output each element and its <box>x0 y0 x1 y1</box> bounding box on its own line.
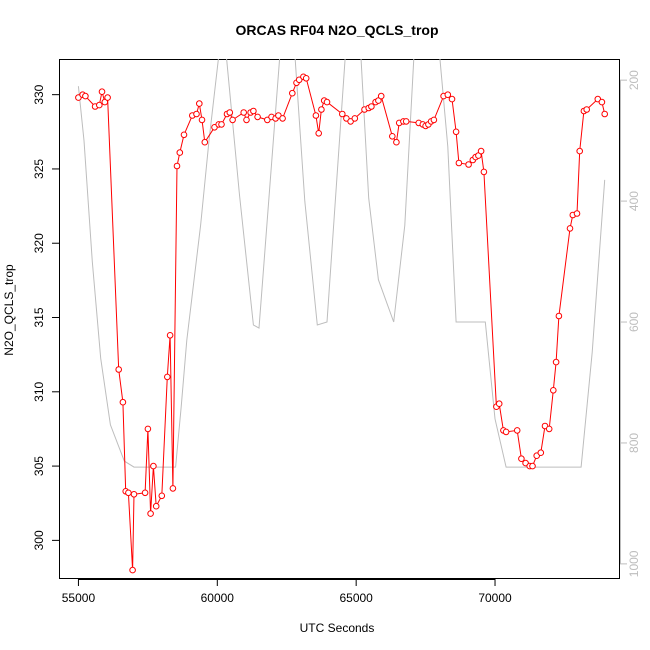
data-point <box>302 75 310 82</box>
y2-tick-label: 800 <box>627 433 641 453</box>
data-point <box>240 109 247 116</box>
data-point <box>377 92 385 100</box>
data-point <box>529 462 536 470</box>
y-tick-label: 310 <box>32 381 46 401</box>
x-tick-label: 55000 <box>62 591 96 605</box>
data-point <box>389 133 396 140</box>
data-point <box>98 88 106 95</box>
data-point <box>147 510 154 517</box>
y2-tick-label: 600 <box>627 312 641 332</box>
secondary-series <box>77 59 606 468</box>
secondary-series-line <box>77 59 606 468</box>
data-point <box>444 91 452 98</box>
x-axis: 55000 60000 65000 70000 <box>62 579 512 605</box>
data-point <box>537 449 545 457</box>
y2-tick-label: 400 <box>627 191 641 211</box>
data-point <box>393 138 400 146</box>
data-point <box>555 312 563 320</box>
data-point <box>480 168 488 176</box>
y-tick-label: 305 <box>32 456 46 476</box>
data-point <box>115 366 122 373</box>
data-point <box>279 115 286 122</box>
data-point <box>455 159 463 167</box>
data-point <box>566 225 574 232</box>
data-point <box>368 103 375 110</box>
data-point <box>250 107 257 115</box>
y-tick-label: 300 <box>32 530 46 550</box>
y-axis: 300 305 310 315 320 325 330 <box>32 84 60 550</box>
x-tick-label: 65000 <box>339 591 373 605</box>
y-axis-label: N2O_QCLS_trop <box>2 264 16 356</box>
data-point <box>201 138 209 146</box>
y-tick-label: 330 <box>32 84 46 104</box>
data-point <box>351 115 359 122</box>
data-point <box>198 116 206 124</box>
data-point <box>545 425 553 433</box>
data-point <box>513 427 521 434</box>
data-point <box>150 462 157 470</box>
data-point <box>193 110 200 118</box>
data-point <box>144 425 152 433</box>
data-point <box>173 162 181 170</box>
data-point <box>502 428 510 436</box>
y-tick-label: 325 <box>32 159 46 179</box>
primary-series-line <box>78 76 606 571</box>
x-tick-label: 60000 <box>201 591 235 605</box>
data-point <box>164 373 171 381</box>
plot-area <box>75 59 609 574</box>
data-point <box>96 101 103 109</box>
data-point <box>583 106 591 113</box>
data-point <box>169 485 177 492</box>
data-point <box>402 118 410 125</box>
data-point <box>229 116 236 124</box>
data-point <box>82 92 89 100</box>
y-tick-label: 320 <box>32 233 46 253</box>
data-point <box>323 98 331 106</box>
x-axis-label: UTC Seconds <box>300 621 375 635</box>
data-point <box>130 491 138 498</box>
data-point <box>318 106 325 113</box>
data-point <box>573 210 581 217</box>
data-point <box>430 116 438 124</box>
data-point <box>339 110 346 118</box>
y2-tick-label: 200 <box>627 70 641 90</box>
data-point <box>104 94 111 101</box>
data-point <box>550 387 557 394</box>
y2-axis: 200 400 600 800 1000 <box>620 70 641 577</box>
primary-series <box>75 73 609 574</box>
data-point <box>125 489 132 497</box>
data-point <box>452 128 460 136</box>
data-point <box>576 147 584 155</box>
data-point <box>218 121 225 128</box>
x-tick-label: 70000 <box>478 591 512 605</box>
data-point <box>176 149 184 156</box>
data-point <box>448 95 456 103</box>
data-point <box>152 502 160 510</box>
y2-tick-label: 1000 <box>627 550 641 577</box>
y-tick-label: 315 <box>32 307 46 327</box>
data-point <box>465 161 472 168</box>
data-point <box>518 455 525 463</box>
data-point <box>180 131 188 139</box>
data-point <box>601 110 609 118</box>
data-point <box>254 113 261 121</box>
data-point <box>243 116 250 124</box>
data-point <box>226 109 234 116</box>
data-point <box>196 100 203 107</box>
data-point <box>158 492 166 500</box>
data-point <box>495 400 503 408</box>
data-point <box>119 398 127 406</box>
data-point <box>141 489 149 497</box>
chart-title: ORCAS RF04 N2O_QCLS_trop <box>235 22 438 38</box>
data-point <box>552 358 560 366</box>
data-point <box>166 332 174 339</box>
data-point <box>129 566 136 574</box>
data-point <box>598 98 606 106</box>
data-point <box>289 89 296 97</box>
data-point <box>477 147 485 155</box>
data-point <box>315 130 323 137</box>
data-point <box>312 112 320 119</box>
